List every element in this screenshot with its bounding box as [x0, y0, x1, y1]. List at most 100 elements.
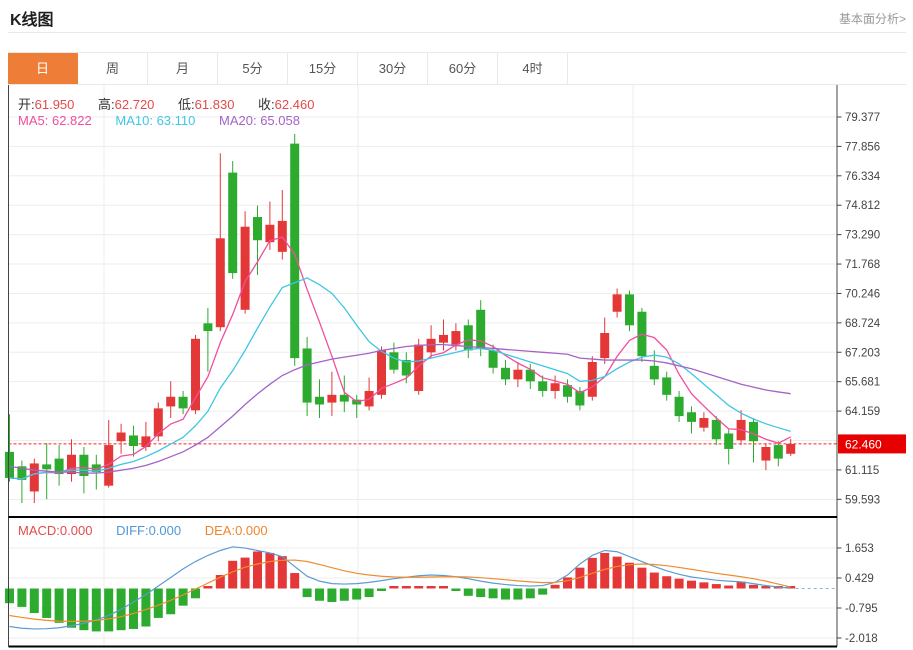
ma-readout: MA5: 62.822 MA10: 63.110 MA20: 65.058	[18, 113, 320, 128]
macd-bar	[662, 576, 672, 589]
candle-body[interactable]	[587, 361, 597, 397]
candle-body[interactable]	[327, 394, 337, 403]
candle-body[interactable]	[525, 369, 535, 382]
close-value: 62.460	[274, 97, 315, 112]
dea-line	[9, 559, 791, 622]
candle-body[interactable]	[612, 294, 622, 312]
macd-bar	[414, 586, 424, 589]
ma10-pair: MA10: 63.110	[115, 113, 195, 128]
candle-body[interactable]	[290, 143, 300, 359]
dea-pair: DEA:0.000	[205, 523, 268, 538]
candle-body[interactable]	[687, 412, 696, 422]
tab-4[interactable]: 5分	[218, 53, 288, 84]
macd-bar	[315, 588, 324, 601]
candle-body[interactable]	[240, 226, 250, 310]
candle-body[interactable]	[79, 454, 89, 477]
candle-body[interactable]	[699, 418, 709, 428]
macd-bar	[54, 588, 64, 623]
candle-body[interactable]	[550, 383, 560, 391]
candle-body[interactable]	[625, 294, 634, 326]
candle-body[interactable]	[476, 309, 486, 349]
candle-body[interactable]	[674, 396, 684, 417]
candle-body[interactable]	[228, 172, 238, 274]
candle-body[interactable]	[463, 325, 473, 351]
candle-body[interactable]	[104, 445, 114, 486]
candle-body[interactable]	[662, 377, 672, 395]
macd-readout: MACD:0.000 DIFF:0.000 DEA:0.000	[18, 523, 288, 538]
open-pair: 开:61.950	[18, 97, 74, 112]
dea-label: DEA:	[204, 523, 236, 538]
candle-body[interactable]	[575, 390, 585, 406]
tab-5[interactable]: 15分	[288, 53, 358, 84]
tab-7[interactable]: 60分	[428, 53, 498, 84]
candle-body[interactable]	[600, 332, 610, 359]
candle-body[interactable]	[116, 432, 126, 442]
macd-bar	[166, 588, 176, 615]
candle-body[interactable]	[724, 433, 734, 449]
candle-body[interactable]	[153, 408, 163, 437]
candle-body[interactable]	[563, 385, 572, 397]
axis-tick-label: 67.203	[845, 347, 880, 359]
candle-body[interactable]	[191, 338, 200, 411]
candle-body[interactable]	[538, 381, 548, 391]
candle-body[interactable]	[488, 350, 498, 368]
tab-1[interactable]: 日	[8, 53, 78, 84]
candle-body[interactable]	[761, 447, 771, 461]
tab-8[interactable]: 4时	[498, 53, 568, 84]
axis-tick-label: 61.115	[845, 465, 879, 477]
candle-body[interactable]	[401, 360, 411, 376]
candle-body[interactable]	[277, 220, 287, 252]
high-value: 62.720	[114, 97, 155, 112]
fundamental-analysis-link[interactable]: 基本面分析>	[838, 12, 906, 26]
candle-body[interactable]	[749, 421, 758, 442]
macd-bar	[327, 588, 337, 602]
macd-bar	[290, 573, 300, 589]
candle-body[interactable]	[5, 451, 14, 478]
macd-bar	[377, 588, 386, 591]
candle-body[interactable]	[711, 419, 721, 440]
candle-body[interactable]	[501, 367, 510, 380]
candle-body[interactable]	[414, 344, 424, 391]
candle-body[interactable]	[166, 396, 176, 407]
candle-body[interactable]	[513, 369, 523, 380]
candle-body[interactable]	[773, 445, 783, 459]
candle-body[interactable]	[141, 436, 151, 448]
tab-2[interactable]: 周	[78, 53, 148, 84]
macd-bar	[563, 577, 572, 589]
macd-pair: MACD:0.000	[18, 523, 92, 538]
tab-3[interactable]: 月	[148, 53, 218, 84]
candle-body[interactable]	[649, 365, 659, 380]
axis-tick-label: 68.724	[845, 318, 881, 330]
axis-tick-label: 79.377	[845, 112, 880, 124]
candle-body[interactable]	[91, 464, 101, 473]
ma5-label: MA5:	[18, 113, 49, 128]
candle-body[interactable]	[42, 464, 52, 470]
candle-body[interactable]	[377, 350, 386, 395]
candle-body[interactable]	[786, 443, 796, 454]
candle-body[interactable]	[315, 396, 324, 405]
candle-body[interactable]	[426, 338, 436, 353]
macd-bar	[79, 588, 89, 631]
candle-body[interactable]	[389, 352, 399, 370]
candlestick-series[interactable]	[5, 133, 796, 504]
axes	[8, 85, 838, 648]
candle-body[interactable]	[302, 348, 312, 403]
candle-body[interactable]	[67, 454, 76, 475]
candle-body[interactable]	[339, 394, 349, 402]
candle-body[interactable]	[29, 463, 39, 492]
close-pair: 收:62.460	[258, 97, 314, 112]
candle-body[interactable]	[451, 331, 461, 345]
candle-body[interactable]	[203, 323, 213, 332]
candle-body[interactable]	[17, 466, 27, 480]
candle-body[interactable]	[253, 217, 262, 241]
tab-6[interactable]: 30分	[358, 53, 428, 84]
candle-body[interactable]	[265, 224, 275, 243]
candle-body[interactable]	[178, 396, 188, 409]
candle-body[interactable]	[129, 435, 138, 447]
candle-body[interactable]	[215, 238, 225, 328]
candle-body[interactable]	[54, 458, 64, 475]
candle-body[interactable]	[439, 334, 448, 343]
macd-bar	[625, 562, 634, 589]
close-label: 收:	[258, 97, 275, 112]
